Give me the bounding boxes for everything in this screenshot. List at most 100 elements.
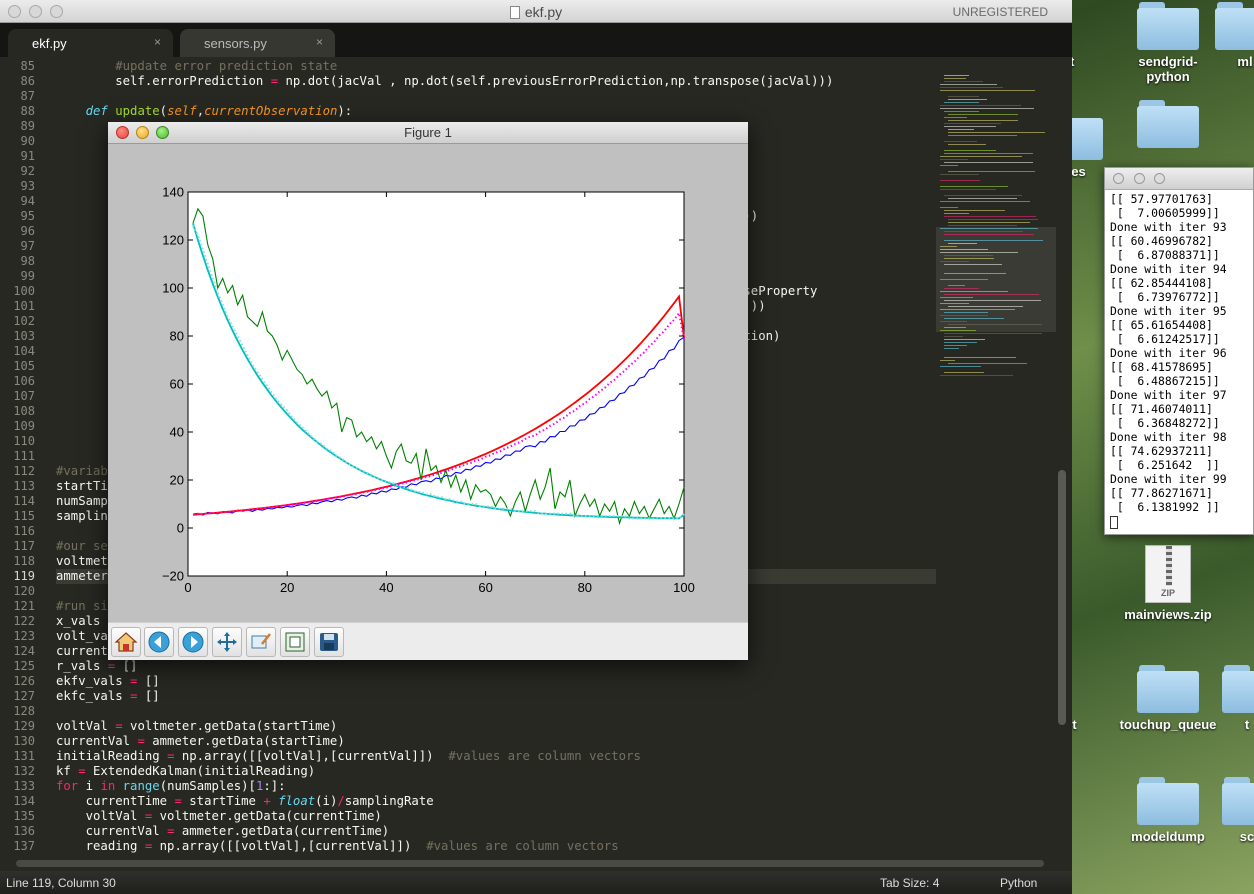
forward-button[interactable] [178, 627, 208, 657]
minimap-line [944, 255, 993, 256]
desktop-zip-mainviews[interactable]: ZIP mainviews.zip [1103, 545, 1233, 622]
terminal-window[interactable]: [[ 57.97701763] [ 7.00605999]] Done with… [1104, 167, 1254, 535]
minimap-line [940, 252, 1018, 253]
minimap-line [944, 141, 978, 142]
minimap-line [944, 150, 997, 151]
code-line: voltmete [56, 554, 116, 568]
line-number: 87 [20, 89, 35, 103]
minimap-line [948, 129, 975, 130]
terminal-close-button[interactable] [1113, 173, 1124, 184]
desktop-folder-modeldump[interactable]: modeldump [1103, 777, 1233, 844]
line-number: 130 [13, 734, 35, 748]
desktop-folder-ml[interactable]: ml [1215, 2, 1254, 69]
pan-button[interactable] [212, 627, 242, 657]
code-line: kf = ExtendedKalman(initialReading) [56, 764, 316, 778]
minimap-line [944, 162, 1033, 163]
minimap-line [948, 144, 986, 145]
minimap-line [940, 291, 1009, 292]
line-number: 99 [20, 269, 35, 283]
terminal-cursor [1110, 516, 1118, 529]
line-number: 90 [20, 134, 35, 148]
vertical-scrollbar[interactable] [1058, 470, 1066, 725]
line-number: 137 [13, 839, 35, 853]
desktop-folder-touchup-queue[interactable]: touchup_queue [1103, 665, 1233, 732]
minimap-line [944, 117, 967, 118]
minimap-line [940, 249, 989, 250]
desktop-icon-label: mainviews.zip [1124, 607, 1212, 622]
line-number: 103 [13, 329, 35, 343]
terminal-zoom-button[interactable] [1154, 173, 1165, 184]
back-button[interactable] [144, 627, 174, 657]
tab-ekf-py[interactable]: ekf.py × [8, 29, 173, 57]
line-number: 106 [13, 374, 35, 388]
figure-window[interactable]: Figure 1 0 20 40 60 80 100 −20 0 20 40 60 80 100 120 1… [108, 122, 748, 660]
y-tick-label: −20 [162, 569, 184, 584]
minimap-line [944, 288, 979, 289]
terminal-titlebar[interactable] [1105, 168, 1253, 190]
line-number: 122 [13, 614, 35, 628]
home-button[interactable] [111, 627, 141, 657]
minimap-line [940, 189, 996, 190]
desktop-folder-t[interactable]: t [1222, 665, 1254, 732]
minimap-line [948, 120, 1018, 121]
line-number: 127 [13, 689, 35, 703]
figure-zoom-button[interactable] [156, 126, 169, 139]
code-line: voltVal = voltmeter.getData(startTime) [56, 719, 338, 733]
desktop-folder-sc[interactable]: sc [1222, 777, 1254, 844]
desktop-icon-label: sendgrid-python [1138, 54, 1198, 84]
minimap-line [944, 318, 1004, 319]
line-number: 91 [20, 149, 35, 163]
minimap-line [940, 246, 957, 247]
code-line: x_vals = [56, 614, 115, 628]
close-tab-icon[interactable]: × [153, 35, 161, 49]
figure-close-button[interactable] [116, 126, 129, 139]
folder-icon [1137, 665, 1199, 713]
editor-titlebar[interactable]: ekf.py UNREGISTERED [0, 0, 1072, 23]
minimap[interactable] [936, 57, 1056, 857]
terminal-minimize-button[interactable] [1134, 173, 1145, 184]
code-line: currentVal = ammeter.getData(currentTime… [56, 824, 390, 838]
desktop-folder-unnamed[interactable] [1103, 100, 1233, 152]
syntax-setting[interactable]: Python [1000, 876, 1038, 890]
line-number: 111 [13, 449, 35, 463]
minimap-line [944, 300, 1041, 301]
minimap-line [948, 99, 987, 100]
minimap-line [944, 111, 980, 112]
line-number: 126 [13, 674, 35, 688]
minimize-button[interactable] [29, 5, 42, 18]
desktop-folder-sendgrid-python[interactable]: sendgrid-python [1103, 2, 1233, 84]
save-button[interactable] [314, 627, 344, 657]
tab-sensors-py[interactable]: sensors.py × [180, 29, 335, 57]
subplots-icon [285, 632, 305, 652]
line-number: 120 [13, 584, 35, 598]
figure-titlebar[interactable]: Figure 1 [108, 122, 748, 144]
minimap-line [940, 105, 1021, 106]
code-line: ekfv_vals = [] [56, 674, 160, 688]
cursor-position: Line 119, Column 30 [6, 876, 116, 890]
minimap-line [940, 303, 969, 304]
series-line-5 [192, 225, 685, 520]
line-number: 115 [13, 509, 35, 523]
minimap-line [940, 108, 1034, 109]
minimap-line [944, 195, 1022, 196]
tab-size-setting[interactable]: Tab Size: 4 [880, 876, 940, 890]
zoom-button[interactable] [50, 5, 63, 18]
y-tick-label: 60 [170, 377, 184, 392]
line-number: 121 [13, 599, 35, 613]
minimap-line [944, 258, 995, 259]
zoom-button[interactable] [246, 627, 276, 657]
close-button[interactable] [8, 5, 21, 18]
code-line: sampling [56, 509, 116, 523]
minimap-line [948, 114, 1019, 115]
line-number: 95 [20, 209, 35, 223]
line-number: 132 [13, 764, 35, 778]
close-tab-icon[interactable]: × [315, 35, 323, 49]
line-number: 86 [20, 74, 35, 88]
horizontal-scrollbar[interactable] [16, 860, 1044, 867]
code-line: self.errorPrediction = np.dot(jacVal , n… [56, 74, 834, 88]
subplots-button[interactable] [280, 627, 310, 657]
figure-minimize-button[interactable] [136, 126, 149, 139]
minimap-line [944, 78, 966, 79]
minimap-line [948, 222, 1030, 223]
